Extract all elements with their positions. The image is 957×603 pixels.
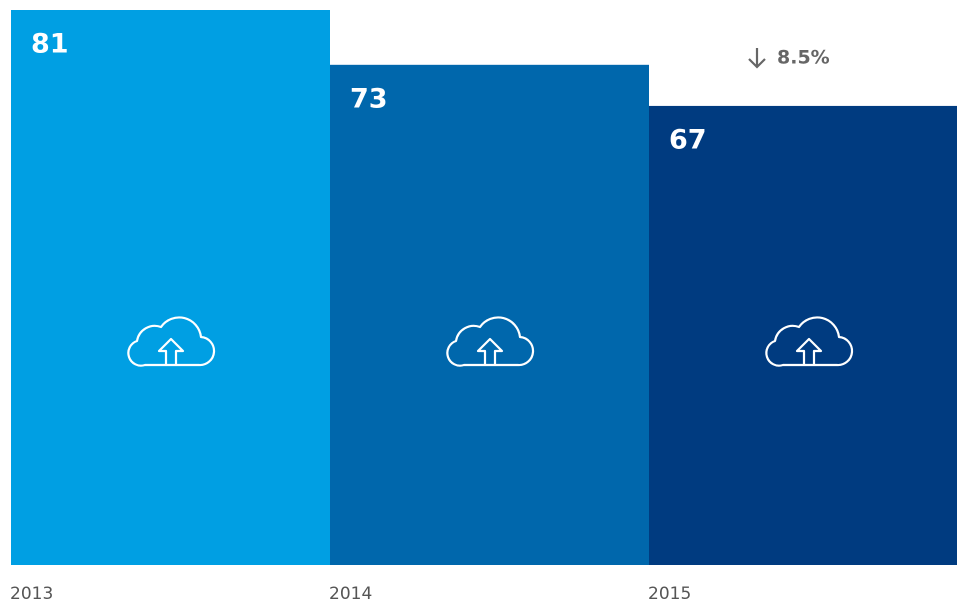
cloud-upload-icon: [765, 316, 854, 367]
cloud-upload-icon: [127, 316, 216, 367]
cloud-upload-icon: [446, 316, 535, 367]
value-label: 67: [669, 124, 707, 155]
cloud-arrow-icon: [795, 337, 823, 365]
bar: [649, 105, 957, 565]
change-annotation: 8.5%: [777, 47, 830, 69]
x-tick-label: 2014: [329, 584, 372, 603]
down-arrow-icon: [748, 48, 766, 69]
value-label: 73: [350, 83, 388, 114]
x-tick-label: 2013: [10, 584, 53, 603]
x-tick-label: 2015: [648, 584, 691, 603]
cloud-arrow-icon: [157, 337, 185, 365]
bar: [11, 10, 330, 565]
cloud-arrow-icon: [476, 337, 504, 365]
bar: [330, 64, 649, 565]
value-label: 81: [31, 29, 69, 60]
